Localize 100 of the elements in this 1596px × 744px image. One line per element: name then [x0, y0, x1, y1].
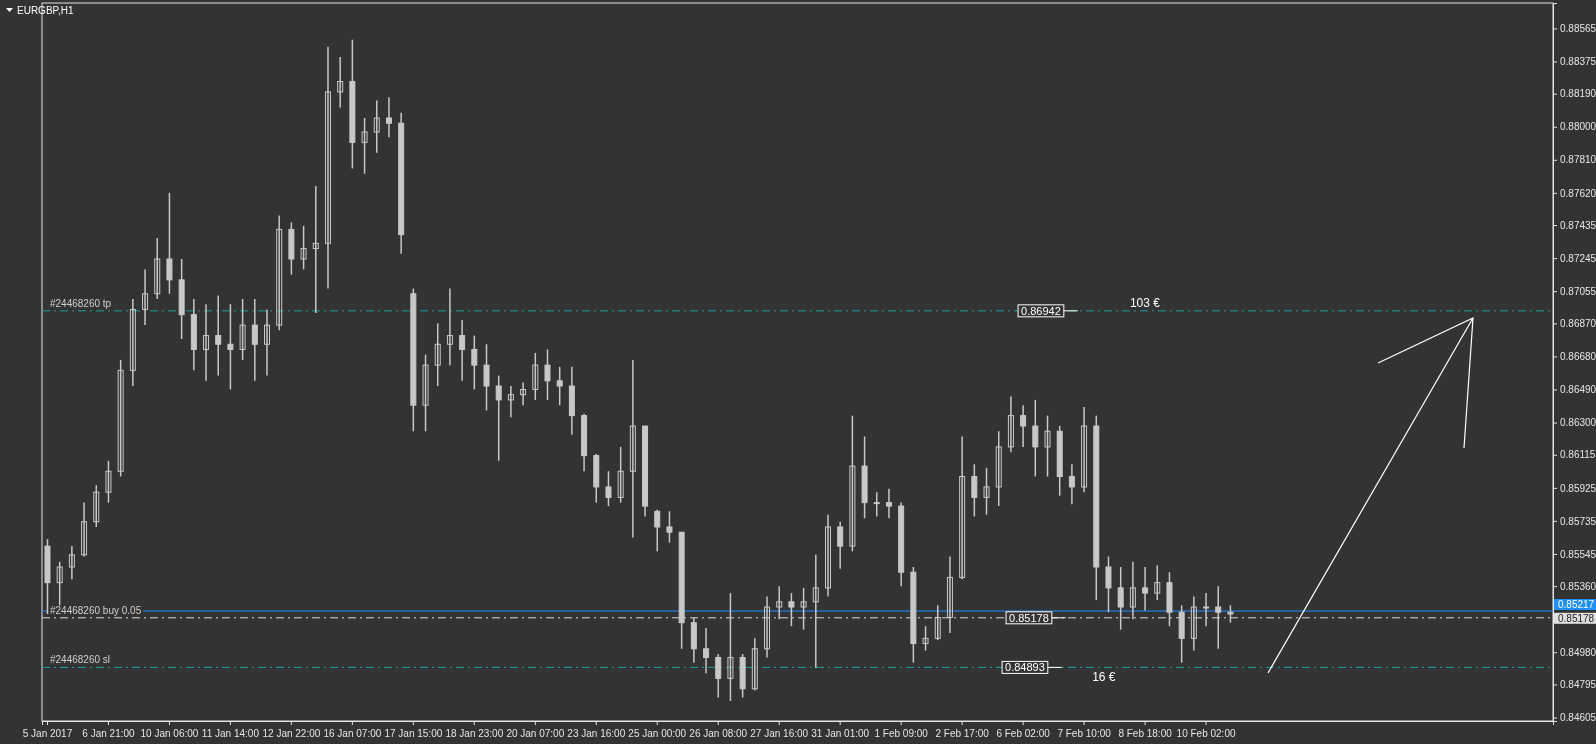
y-tick-label: 0.88190 — [1560, 88, 1596, 100]
candlestick — [276, 214, 283, 332]
candlestick — [300, 225, 307, 271]
candlestick — [483, 343, 490, 412]
candlestick — [459, 319, 466, 382]
ref-line-label: 0.85217 — [1558, 599, 1595, 611]
candlestick — [983, 467, 990, 516]
y-tick-label: 0.88375 — [1560, 56, 1596, 68]
candlestick — [873, 491, 880, 518]
candlestick — [556, 366, 563, 406]
candlestick — [434, 322, 441, 387]
candlestick — [654, 508, 661, 553]
x-tick-label: 6 Jan 21:00 — [82, 728, 136, 739]
candlestick — [824, 514, 831, 598]
candlestick — [544, 348, 551, 401]
candlestick — [617, 446, 624, 504]
y-tick-label: 0.87810 — [1560, 154, 1596, 166]
candlestick — [422, 353, 429, 433]
x-tick-label: 10 Feb 02:00 — [1176, 728, 1236, 739]
y-tick-label: 0.88000 — [1560, 121, 1596, 133]
candlestick — [800, 587, 807, 631]
x-tick-label: 8 Feb 18:00 — [1118, 728, 1173, 739]
candlestick — [385, 96, 392, 138]
annotation: 0.86942 — [1021, 304, 1061, 317]
candlestick — [1081, 406, 1088, 493]
candlestick — [215, 294, 222, 377]
y-tick-label: 0.85735 — [1560, 515, 1596, 527]
candlestick — [1044, 414, 1051, 478]
candlestick — [946, 555, 953, 634]
x-tick-label: 11 Jan 14:00 — [201, 728, 260, 739]
candlestick — [1190, 595, 1197, 652]
text: 0.85178 — [1558, 612, 1595, 624]
candlestick — [764, 595, 771, 659]
y-tick-label: 0.87245 — [1560, 252, 1596, 264]
y-tick-label: 0.86870 — [1560, 318, 1596, 330]
candlestick — [629, 359, 636, 539]
candlestick — [1007, 395, 1014, 453]
candlestick — [605, 470, 612, 507]
annotation: 0.84893 — [1005, 661, 1045, 674]
y-tick-label: 0.84980 — [1560, 646, 1596, 658]
candlestick — [251, 298, 258, 382]
candlestick — [776, 585, 783, 620]
candlestick — [751, 637, 758, 692]
candlestick — [727, 592, 734, 702]
candlestick — [507, 385, 514, 419]
y-tick-label: 0.84795 — [1560, 679, 1596, 691]
candlestick — [885, 487, 892, 520]
x-tick-label: 12 Jan 22:00 — [262, 728, 321, 739]
y-tick-label: 0.86300 — [1560, 417, 1596, 429]
candlestick — [312, 185, 319, 314]
ref-line-label: #24468260 tp — [50, 297, 112, 309]
x-tick-label: 2 Feb 17:00 — [935, 728, 990, 739]
x-tick-label: 10 Jan 06:00 — [140, 728, 199, 739]
candlestick — [142, 268, 149, 326]
x-tick-label: 25 Jan 00:00 — [628, 728, 687, 739]
x-tick-label: 17 Jan 15:00 — [384, 728, 443, 739]
candlestick — [446, 287, 453, 366]
candlestick — [703, 627, 710, 674]
candlestick — [1142, 566, 1149, 612]
ref-line-label: #24468260 buy 0.05 — [50, 604, 142, 616]
candlestick — [105, 460, 112, 504]
annotation: 16 € — [1092, 670, 1116, 685]
y-tick-label: 0.87620 — [1560, 187, 1596, 199]
y-tick-label: 0.87435 — [1560, 219, 1596, 231]
y-tick-label: 0.86490 — [1560, 384, 1596, 396]
candlestick — [471, 334, 478, 391]
candlestick — [166, 192, 173, 295]
x-tick-label: 20 Jan 07:00 — [506, 728, 565, 739]
x-tick-label: 5 Jan 2017 — [22, 728, 73, 739]
candlestick — [1117, 566, 1124, 631]
candlestick — [227, 303, 234, 391]
candlestick — [971, 463, 978, 518]
candlestick — [361, 117, 368, 175]
candlestick — [129, 298, 136, 387]
candlestick — [239, 298, 246, 361]
candlestick — [520, 381, 527, 406]
candlestick — [849, 414, 856, 553]
candlestick — [715, 653, 722, 699]
candlestick — [68, 545, 75, 580]
candlestick — [203, 303, 210, 382]
x-tick-label: 31 Jan 01:00 — [811, 728, 870, 739]
candlestick — [812, 554, 819, 669]
candlestick — [56, 561, 63, 607]
candlestick — [922, 625, 929, 652]
chart-title: EURGBP,H1 — [17, 5, 74, 16]
y-tick-label: 0.85925 — [1560, 482, 1596, 494]
x-tick-label: 27 Jan 16:00 — [750, 728, 809, 739]
y-tick-label: 0.88565 — [1560, 23, 1596, 35]
candlestick — [81, 501, 88, 558]
candlestick — [1068, 463, 1075, 506]
y-tick-label: 0.86680 — [1560, 351, 1596, 363]
candlestick — [1215, 585, 1222, 650]
y-tick-label: 0.85545 — [1560, 548, 1596, 560]
x-tick-label: 23 Jan 16:00 — [567, 728, 626, 739]
y-tick-label: 0.84605 — [1560, 712, 1596, 724]
candlestick — [532, 352, 539, 401]
x-tick-label: 18 Jan 23:00 — [445, 728, 504, 739]
candlestick — [1105, 555, 1112, 613]
candlestick — [1129, 561, 1136, 620]
candlestick — [264, 308, 270, 377]
